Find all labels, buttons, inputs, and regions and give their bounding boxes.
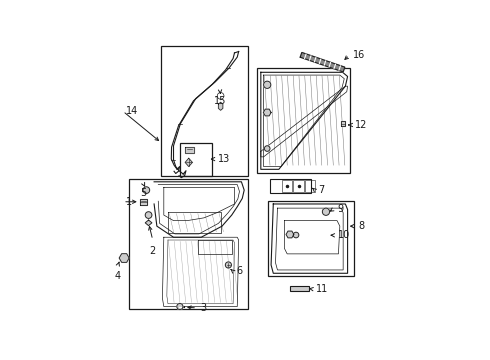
Circle shape <box>225 262 231 268</box>
Circle shape <box>145 212 152 219</box>
Polygon shape <box>286 231 294 238</box>
Text: 1: 1 <box>126 197 132 207</box>
Bar <box>268 201 354 276</box>
Text: 4: 4 <box>115 270 121 280</box>
Text: 3: 3 <box>200 303 206 313</box>
Polygon shape <box>140 199 147 205</box>
Text: 11: 11 <box>316 284 328 294</box>
Polygon shape <box>119 254 129 262</box>
Bar <box>290 286 309 291</box>
Polygon shape <box>219 102 223 110</box>
Bar <box>282 180 292 192</box>
Circle shape <box>143 187 149 193</box>
Polygon shape <box>263 109 271 116</box>
Bar <box>293 180 304 192</box>
Polygon shape <box>145 220 152 226</box>
Polygon shape <box>185 158 193 167</box>
Text: 9: 9 <box>337 204 343 214</box>
Bar <box>305 180 315 192</box>
Text: 15: 15 <box>214 96 226 106</box>
Bar <box>161 46 248 176</box>
Polygon shape <box>300 53 345 72</box>
Text: 8: 8 <box>358 221 365 231</box>
Text: 10: 10 <box>338 230 350 240</box>
Text: 7: 7 <box>318 185 324 195</box>
Circle shape <box>177 303 183 310</box>
Text: 14: 14 <box>126 106 138 116</box>
Bar <box>257 68 349 174</box>
Bar <box>180 143 212 176</box>
Polygon shape <box>185 147 195 153</box>
Circle shape <box>322 208 330 215</box>
Circle shape <box>265 146 270 151</box>
Text: 12: 12 <box>355 120 367 130</box>
Text: 13: 13 <box>218 154 230 164</box>
Text: 16: 16 <box>353 50 365 60</box>
Bar <box>270 179 311 193</box>
Circle shape <box>293 232 299 238</box>
Polygon shape <box>342 121 345 126</box>
Bar <box>129 179 248 309</box>
Text: 2: 2 <box>149 246 156 256</box>
Circle shape <box>264 81 271 89</box>
Text: 6: 6 <box>237 266 243 276</box>
Text: 5: 5 <box>140 188 146 198</box>
